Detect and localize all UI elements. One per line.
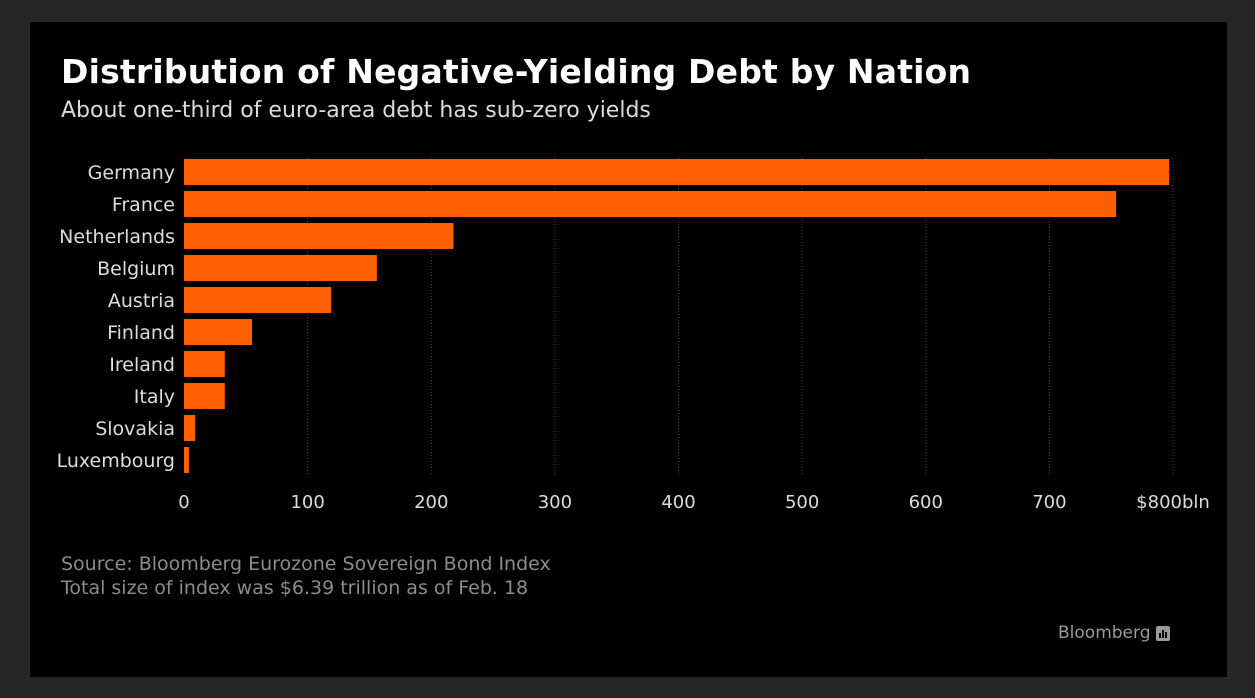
category-label: Germany bbox=[88, 162, 175, 184]
x-axis-ticks: 0 100 200 300 400 500 600 700 $800bln bbox=[178, 492, 1210, 513]
category-label: Slovakia bbox=[95, 418, 175, 440]
bar-italy bbox=[184, 383, 225, 409]
x-tick-label: 600 bbox=[909, 492, 943, 513]
bar-austria bbox=[184, 287, 332, 313]
bloomberg-logo: Bloomberg bbox=[1058, 623, 1171, 643]
category-label: Ireland bbox=[109, 354, 175, 376]
source-note: Source: Bloomberg Eurozone Sovereign Bon… bbox=[61, 553, 551, 575]
bar-finland bbox=[184, 319, 252, 345]
category-label: France bbox=[112, 194, 175, 216]
bar-germany bbox=[184, 159, 1170, 185]
bar-belgium bbox=[184, 255, 377, 281]
x-tick-label: 200 bbox=[414, 492, 448, 513]
bar-france bbox=[184, 191, 1117, 217]
x-tick-label: 400 bbox=[661, 492, 695, 513]
footnote: Total size of index was $6.39 trillion a… bbox=[61, 577, 529, 599]
bars bbox=[184, 159, 1170, 473]
chart-frame bbox=[30, 22, 1227, 677]
bar-ireland bbox=[184, 351, 225, 377]
bar-netherlands bbox=[184, 223, 454, 249]
x-tick-label: $800bln bbox=[1136, 492, 1210, 513]
x-tick-label: 100 bbox=[290, 492, 324, 513]
category-label: Finland bbox=[107, 322, 175, 344]
bloomberg-terminal-icon bbox=[1156, 625, 1171, 641]
x-tick-label: 700 bbox=[1032, 492, 1066, 513]
brand-text: Bloomberg bbox=[1058, 623, 1151, 643]
category-label: Italy bbox=[134, 386, 175, 408]
bar-luxembourg bbox=[184, 447, 189, 473]
x-tick-label: 300 bbox=[538, 492, 572, 513]
category-labels: Germany France Netherlands Belgium Austria Fi… bbox=[57, 162, 175, 472]
category-label: Belgium bbox=[97, 258, 175, 280]
chart-subtitle: About one-third of euro-area debt has su… bbox=[61, 98, 651, 123]
chart-title: Distribution of Negative-Yielding Debt b… bbox=[61, 52, 972, 91]
category-label: Luxembourg bbox=[57, 450, 175, 472]
category-label: Netherlands bbox=[59, 226, 175, 248]
category-label: Austria bbox=[108, 290, 175, 312]
x-tick-label: 500 bbox=[785, 492, 819, 513]
bar-slovakia bbox=[184, 415, 196, 441]
x-tick-label: 0 bbox=[178, 492, 189, 513]
gridlines bbox=[307, 158, 1174, 476]
